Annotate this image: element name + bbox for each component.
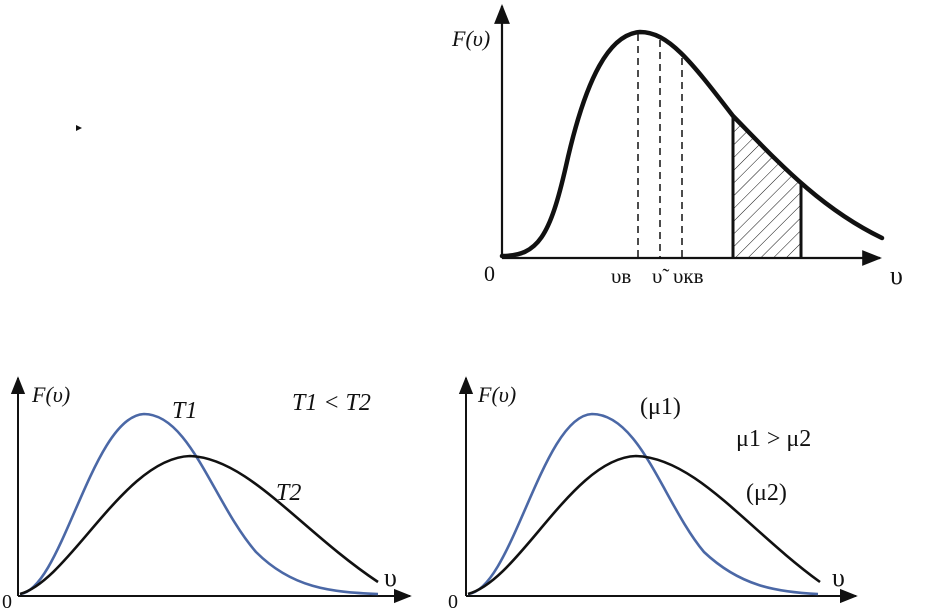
- top-x-label: υ: [890, 261, 903, 290]
- bottom-right-graph: F(υ) 0 υ (μ1) (μ2) μ1 > μ2: [448, 376, 858, 613]
- label-T2: T2: [276, 480, 301, 506]
- top-graph: F(υ) 0 υ υв υ̃ υкв: [451, 4, 903, 290]
- bl-x-label: υ: [384, 563, 397, 592]
- bl-origin-label: 0: [2, 591, 12, 613]
- br-x-label: υ: [832, 563, 845, 592]
- top-y-label: F(υ): [451, 26, 490, 51]
- tick-label-most-probable: υв: [611, 264, 631, 288]
- curve-mu1: [467, 412, 819, 596]
- label-mu2: (μ2): [746, 480, 787, 506]
- label-T1: T1: [172, 398, 197, 424]
- distribution-curve: [499, 29, 885, 259]
- tick-label-mean: υ̃: [652, 264, 669, 288]
- curve-mu2: [467, 454, 821, 596]
- top-origin-label: 0: [484, 261, 495, 286]
- bottom-left-graph: F(υ) 0 υ T1 T2 T1 < T2: [2, 376, 412, 613]
- curve-T2: [19, 454, 379, 596]
- curve-T1: [19, 412, 379, 596]
- small-arrow-mark: [76, 125, 82, 131]
- label-mu1: (μ1): [640, 394, 681, 420]
- relation-T1-T2: T1 < T2: [292, 390, 371, 416]
- relation-mu1-mu2: μ1 > μ2: [736, 426, 811, 452]
- tick-label-rms: υкв: [673, 264, 704, 288]
- br-origin-label: 0: [448, 591, 458, 613]
- bl-y-label: F(υ): [31, 382, 70, 407]
- hatched-interval-area: [733, 116, 801, 258]
- br-y-label: F(υ): [477, 382, 516, 407]
